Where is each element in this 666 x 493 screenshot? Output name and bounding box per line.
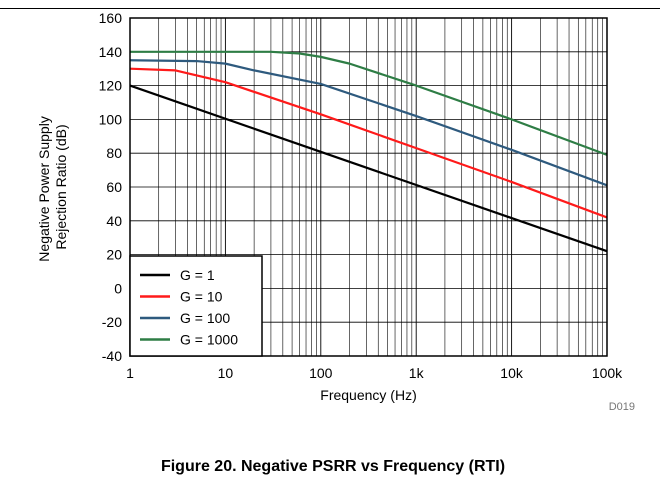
x-tick-label: 100 xyxy=(309,365,333,381)
y-tick-label: -20 xyxy=(102,314,122,330)
y-tick-label: 0 xyxy=(114,280,122,296)
y-tick-label: 100 xyxy=(99,111,123,127)
legend-label: G = 1 xyxy=(180,267,215,283)
legend-label: G = 1000 xyxy=(180,332,238,348)
plot-frame xyxy=(129,17,608,357)
series-line-3 xyxy=(130,59,607,187)
y-tick-label: 160 xyxy=(99,10,123,26)
y-tick-label: 20 xyxy=(106,247,122,263)
x-tick-label: 1k xyxy=(409,365,425,381)
y-tick-label: -40 xyxy=(102,348,122,364)
series-lines xyxy=(130,50,607,253)
y-axis-title-line-2: Rejection Ratio (dB) xyxy=(53,124,69,249)
y-tick-label: 140 xyxy=(99,44,123,60)
y-tick-labels: -40 -20 0 20 40 60 80 100 120 140 160 xyxy=(99,10,123,364)
legend: G = 1 G = 10 G = 100 G = 1000 xyxy=(129,255,263,357)
legend-label: G = 100 xyxy=(180,310,230,326)
x-axis-title: Frequency (Hz) xyxy=(320,387,416,403)
x-tick-label: 100k xyxy=(592,365,623,381)
x-tick-label: 10 xyxy=(218,365,234,381)
series-line-1 xyxy=(130,84,607,253)
x-tick-labels: 1 10 100 1k 10k 100k xyxy=(126,365,623,381)
legend-label: G = 10 xyxy=(180,289,223,305)
y-tick-label: 60 xyxy=(106,179,122,195)
y-axis-title: Negative Power Supply Rejection Ratio (d… xyxy=(36,112,69,261)
figure-code: D019 xyxy=(609,401,635,413)
y-tick-label: 120 xyxy=(99,78,123,94)
top-rule xyxy=(0,8,660,9)
figure-caption: Figure 20. Negative PSRR vs Frequency (R… xyxy=(160,458,506,475)
y-tick-label: 80 xyxy=(106,145,122,161)
y-tick-label: 40 xyxy=(106,213,122,229)
y-axis-title-line-1: Negative Power Supply xyxy=(36,116,52,262)
x-tick-label: 10k xyxy=(500,365,524,381)
x-tick-label: 1 xyxy=(126,365,134,381)
series-line-2 xyxy=(130,67,607,219)
series-line-4 xyxy=(130,50,607,156)
